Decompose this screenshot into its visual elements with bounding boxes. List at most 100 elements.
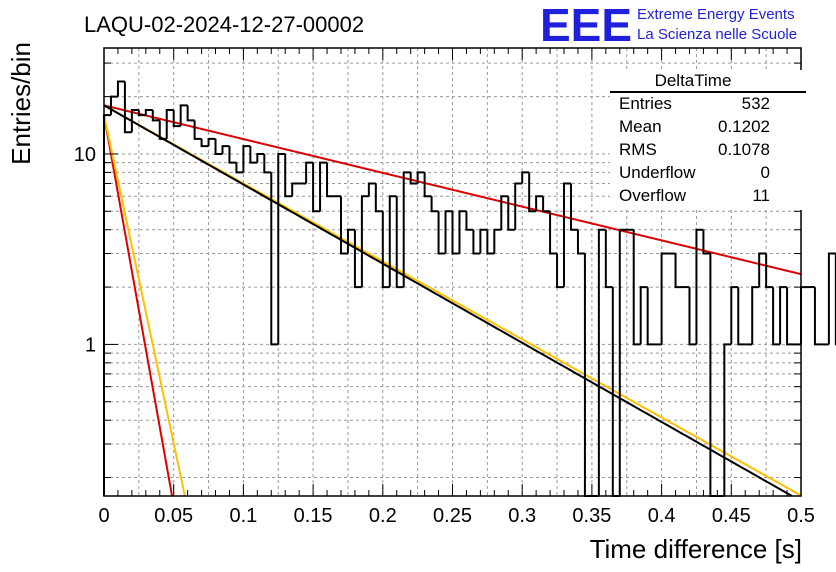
histogram-bin xyxy=(730,286,739,345)
histogram-bin xyxy=(660,252,669,345)
stats-value: 0.1078 xyxy=(718,140,770,159)
stats-label: Overflow xyxy=(619,186,687,205)
histogram-bin xyxy=(291,182,300,197)
x-tick-label: 0.45 xyxy=(712,505,751,527)
x-tick-label: 0.5 xyxy=(787,505,815,527)
histogram-bin xyxy=(618,228,627,496)
histogram-bin xyxy=(723,343,732,496)
x-tick-label: 0 xyxy=(98,505,109,527)
y-tick-label: 10 xyxy=(74,144,96,166)
fit-curve xyxy=(103,104,793,497)
histogram-bin xyxy=(235,162,244,174)
histogram-bin xyxy=(388,195,397,288)
histogram-bin xyxy=(674,253,683,289)
histogram-bin xyxy=(437,211,446,255)
histogram-bin xyxy=(402,171,411,288)
histogram-bin xyxy=(563,182,571,288)
eee-logo: EEE xyxy=(540,0,632,51)
histogram-bin xyxy=(827,252,836,345)
stats-label: RMS xyxy=(619,140,657,159)
histogram-bin xyxy=(779,286,788,345)
histogram-bin xyxy=(339,196,348,255)
histogram-bin xyxy=(263,153,272,174)
stats-value: 0 xyxy=(761,163,770,182)
x-tick-label: 0.1 xyxy=(229,505,257,527)
histogram-bin xyxy=(165,109,174,139)
x-tick-label: 0.3 xyxy=(508,505,536,527)
histogram-bin xyxy=(542,196,551,213)
histogram-bin xyxy=(186,105,195,122)
histogram-bin xyxy=(786,287,795,346)
x-tick-label: 0.05 xyxy=(154,505,193,527)
fit-curve xyxy=(103,104,802,276)
histogram-bin xyxy=(535,195,544,212)
histogram-bin xyxy=(765,253,774,289)
histogram-bin xyxy=(284,153,293,198)
histogram-bin xyxy=(597,228,606,496)
histogram-bin xyxy=(458,210,467,254)
histogram-bin xyxy=(319,161,328,212)
x-tick-label: 0.25 xyxy=(433,505,472,527)
histogram-bin xyxy=(813,287,822,346)
histogram-bin xyxy=(709,253,718,497)
stats-row-underflow: Underflow 0 xyxy=(619,163,770,182)
x-axis-title: Time difference [s] xyxy=(590,534,802,564)
histogram-bin xyxy=(751,286,760,345)
x-tick-label: 0.2 xyxy=(369,505,397,527)
histogram-bin xyxy=(116,80,125,97)
histogram-bin xyxy=(772,287,781,346)
histogram-bin xyxy=(576,229,585,255)
fit-curve xyxy=(103,114,174,497)
histogram-bin xyxy=(158,120,167,140)
histogram-bin xyxy=(479,228,488,254)
histogram-bin xyxy=(800,286,808,345)
stats-label: Mean xyxy=(619,117,662,136)
histogram-bin xyxy=(207,137,216,147)
histogram-bin xyxy=(249,146,258,164)
stats-row-entries: Entries 532 xyxy=(619,94,770,113)
histogram-bin xyxy=(486,229,495,255)
histogram-bin xyxy=(758,252,767,288)
run-title: LAQU-02-2024-12-27-00002 xyxy=(84,12,364,37)
histogram-bin xyxy=(569,183,578,231)
histogram-bin xyxy=(395,196,404,289)
histogram-bin xyxy=(381,211,390,289)
histogram-bin xyxy=(528,172,537,213)
histogram-bin xyxy=(646,287,655,346)
histogram-bin xyxy=(326,162,335,198)
histogram-bin xyxy=(123,81,132,134)
histogram-bin xyxy=(409,172,418,185)
y-tick-labels: 1 10 xyxy=(74,144,96,356)
histogram-bin xyxy=(214,138,223,155)
histogram-bin xyxy=(346,228,355,254)
histogram-bin xyxy=(444,210,453,254)
histogram-bin xyxy=(632,229,641,346)
histogram-bin xyxy=(277,152,286,345)
histogram-bin xyxy=(521,171,530,184)
histogram-bin xyxy=(500,195,509,230)
histogram-bin xyxy=(430,196,439,213)
stats-value: 532 xyxy=(742,94,770,113)
logo-line-1: Extreme Energy Events xyxy=(637,6,795,23)
histogram-bin xyxy=(312,162,321,213)
histogram-bin xyxy=(556,253,565,289)
histogram-bin xyxy=(179,104,188,127)
histogram-bin xyxy=(374,183,383,213)
stats-label: Entries xyxy=(619,94,672,113)
histogram-bin xyxy=(193,120,202,140)
histogram-bin xyxy=(242,145,251,173)
histogram-bin xyxy=(737,287,746,346)
stats-row-mean: Mean 0.1202 xyxy=(619,117,770,136)
histogram-bin xyxy=(144,109,153,116)
histogram-bin xyxy=(451,211,460,255)
x-tick-label: 0.15 xyxy=(294,505,333,527)
histogram-bin xyxy=(695,228,704,345)
y-axis-title: Entries/bin xyxy=(6,42,36,165)
histogram-bin xyxy=(221,145,230,154)
histogram-bin xyxy=(228,146,237,164)
x-tick-labels: 0 0.05 0.1 0.15 0.2 0.25 0.3 0.35 0.4 0.45 0.5 xyxy=(98,505,814,527)
histogram-bin xyxy=(151,110,160,122)
histogram-bin xyxy=(360,195,369,288)
histogram-bin xyxy=(200,138,209,148)
